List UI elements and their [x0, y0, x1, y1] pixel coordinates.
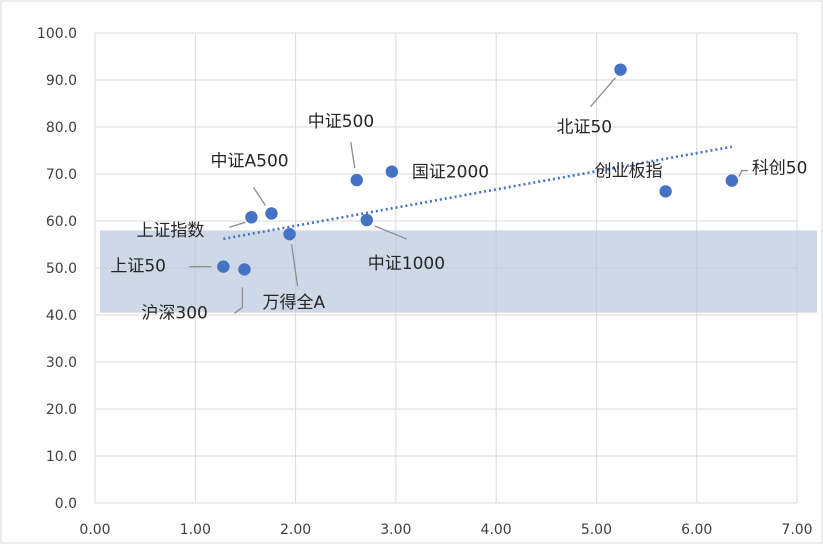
leader-lines: [189, 77, 748, 314]
x-tick-label: 6.00: [681, 522, 712, 538]
point-label: 北证50: [556, 118, 612, 138]
leader-line: [350, 142, 356, 169]
point-label: 国证2000: [412, 163, 489, 183]
x-tick-label: 0.00: [79, 522, 110, 538]
x-tick-label: 5.00: [581, 522, 612, 538]
point-label: 沪深300: [141, 303, 207, 323]
data-point: [245, 211, 258, 224]
data-point: [385, 165, 399, 178]
y-tick-label: 70.0: [46, 167, 77, 183]
y-tick-label: 30.0: [46, 355, 77, 371]
data-point: [283, 227, 296, 241]
point-label: 中证1000: [368, 254, 445, 274]
point-label: 上证指数: [136, 221, 204, 241]
grid: [94, 32, 798, 504]
point-label: 中证A500: [211, 151, 289, 171]
leader-line: [229, 221, 246, 228]
data-point: [725, 174, 739, 187]
leader-line: [374, 225, 408, 240]
point-label: 上证50: [110, 257, 166, 277]
data-point: [360, 213, 373, 227]
y-tick-label: 20.0: [46, 402, 77, 418]
y-tick-label: 90.0: [46, 73, 77, 89]
point-label: 中证500: [308, 112, 374, 132]
x-tick-label: 3.00: [380, 522, 411, 538]
data-point: [217, 260, 230, 273]
highlight-band: [100, 230, 818, 313]
leader-line: [738, 169, 748, 177]
leader-line: [252, 187, 267, 206]
data-point: [614, 63, 627, 76]
x-tick-label: 2.00: [280, 522, 311, 538]
y-tick-label: 60.0: [46, 214, 77, 230]
leader-line: [290, 244, 299, 287]
y-tick-label: 40.0: [46, 308, 77, 324]
leader-line: [234, 287, 244, 314]
x-tick-label: 7.00: [781, 522, 812, 538]
trendline-layer: [223, 145, 733, 241]
data-point: [238, 263, 251, 276]
y-tick-label: 10.0: [46, 449, 77, 465]
y-tick-label: 0.0: [55, 496, 77, 512]
data-point: [265, 207, 278, 220]
point-label: 万得全A: [263, 293, 326, 313]
y-tick-label: 100.0: [37, 26, 77, 42]
highlight-band-layer: [100, 230, 818, 313]
point-label: 科创50: [752, 159, 808, 179]
y-tick-label: 50.0: [46, 261, 77, 277]
trendline: [223, 145, 733, 241]
x-tick-label: 1.00: [180, 522, 211, 538]
data-points: [217, 63, 739, 276]
point-labels: 上证50 沪深300 上证指数 中证A500 万得全A 中证500 中证1000 国证2000…: [110, 112, 807, 323]
leader-line: [590, 77, 616, 108]
x-tick-label: 4.00: [481, 522, 512, 538]
axis-ticks: 0.00 1.00 2.00 3.00 4.00 5.00 6.00 7.00 0.0 10.0 2…: [37, 26, 813, 538]
point-label: 创业板指: [595, 161, 663, 181]
data-point: [350, 173, 363, 187]
y-tick-label: 80.0: [46, 120, 77, 136]
data-point: [659, 185, 672, 198]
